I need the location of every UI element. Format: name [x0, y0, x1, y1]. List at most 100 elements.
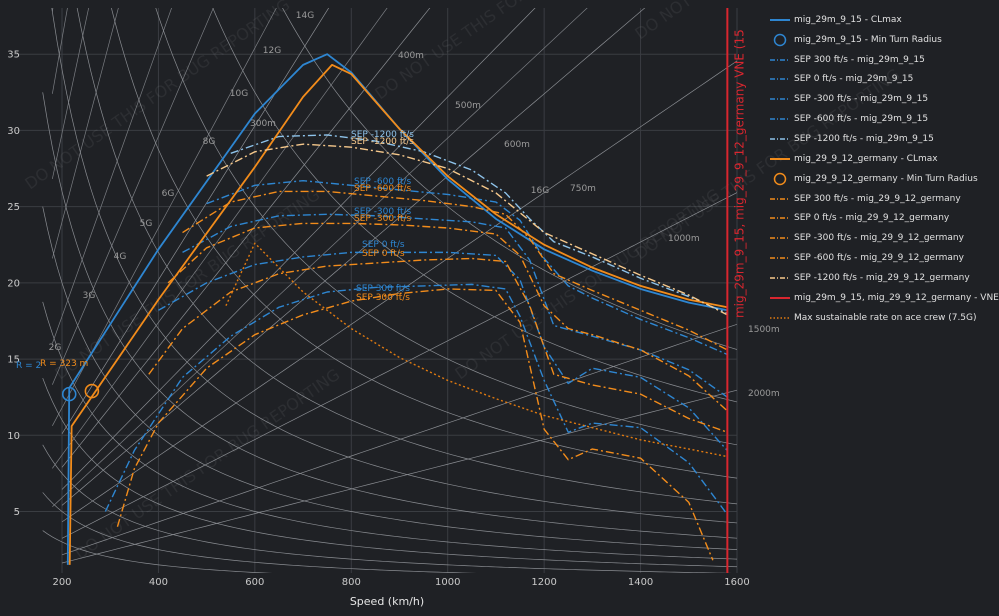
radius-ray: [61, 8, 330, 434]
legend-label: SEP 300 ft/s - mig_29m_9_15: [794, 54, 925, 65]
x-axis-title: Speed (km/h): [350, 595, 424, 608]
radius-label: 1000m: [668, 234, 700, 244]
legend-symbol: [770, 157, 790, 160]
y-tick-label: 15: [7, 355, 20, 366]
radius-curve: [42, 444, 733, 573]
sep-label: SEP -600 ft/s: [354, 184, 412, 194]
legend-label: Max sustainable rate on ace crew (7.5G): [794, 312, 977, 323]
radius-label: 750m: [570, 184, 596, 194]
legend-label: SEP 0 ft/s - mig_29m_9_15: [794, 74, 914, 85]
g-label: 16G: [531, 186, 549, 196]
series-line: [182, 190, 728, 351]
sep-label: SEP -1200 ft/s: [351, 130, 414, 140]
radius-curve: [212, 8, 737, 403]
legend-item[interactable]: SEP 0 ft/s - mig_29m_9_15: [768, 70, 996, 90]
legend-label: mig_29m_9_15 - CLmax: [794, 14, 902, 25]
legend-label: SEP 300 ft/s - mig_29_9_12_germany: [794, 193, 961, 204]
g-ray: [52, 8, 277, 426]
g-ray: [52, 8, 214, 385]
g-label: 14G: [296, 11, 314, 21]
series-line: [104, 283, 728, 515]
radius-curve: [42, 92, 737, 539]
legend-symbol: [770, 257, 790, 259]
legend-symbol: [770, 277, 790, 279]
sep-label: SEP -300 ft/s: [354, 207, 412, 217]
legend-item[interactable]: Max sustainable rate on ace crew (7.5G): [768, 308, 996, 328]
legend-symbol: [770, 296, 790, 299]
min-turn-radius-marker: [84, 383, 100, 399]
legend-item[interactable]: mig_29m_9_15 - CLmax: [768, 10, 996, 30]
legend-item[interactable]: SEP -1200 ft/s - mig_29m_9_15: [768, 129, 996, 149]
legend-item[interactable]: SEP 300 ft/s - mig_29m_9_15: [768, 50, 996, 70]
legend-symbol: [770, 237, 790, 239]
legend-item[interactable]: mig_29_9_12_germany - CLmax: [768, 149, 996, 169]
legend-item[interactable]: mig_29_9_12_germany - Min Turn Radius: [768, 169, 996, 189]
legend-label: SEP -600 ft/s - mig_29_9_12_germany: [794, 253, 964, 264]
legend-label: SEP -300 ft/s - mig_29_9_12_germany: [794, 233, 964, 244]
legend-label: SEP -600 ft/s - mig_29m_9_15: [794, 114, 929, 125]
legend-item[interactable]: SEP 300 ft/s - mig_29_9_12_germany: [768, 189, 996, 209]
g-ray: [52, 8, 388, 469]
legend-label: mig_29_9_12_germany - CLmax: [794, 153, 938, 164]
legend[interactable]: mig_29m_9_15 - CLmax mig_29m_9_15 - Min T…: [768, 10, 999, 328]
legend-symbol: [770, 18, 790, 21]
y-tick-label: 10: [7, 431, 20, 442]
g-label: 2G: [49, 343, 62, 353]
legend-item[interactable]: SEP -300 ft/s - mig_29_9_12_germany: [768, 228, 996, 248]
g-ray: [52, 8, 172, 344]
radius-curve: [42, 492, 478, 573]
radius-ray: [61, 323, 737, 556]
g-label: 10G: [230, 89, 248, 99]
legend-item[interactable]: mig_29m_9_15 - Min Turn Radius: [768, 30, 996, 50]
sep-label: SEP 0 ft/s: [362, 249, 405, 259]
x-tick-label: 400: [149, 577, 168, 588]
legend-item[interactable]: SEP 0 ft/s - mig_29_9_12_germany: [768, 208, 996, 228]
legend-symbol: [770, 197, 790, 200]
series-layer: [61, 53, 728, 565]
series-line: [230, 134, 728, 314]
radius-curve: [42, 206, 737, 550]
watermark-text: DO NOT USE THIS FOR BUG REPORTING: [71, 365, 343, 563]
radius-curve: [282, 8, 737, 350]
series-line: [158, 251, 728, 451]
sep-label: SEP -1200 ft/s: [351, 137, 414, 147]
radius-ray: [61, 8, 431, 468]
vne-label: mig_29m_9_15, mig_29_9_12_germany VNE (1…: [732, 29, 746, 318]
radius-ray: [61, 192, 737, 539]
g-label: 5G: [140, 219, 153, 229]
axis-ticks: 200 400 600 800 1000 1200 1400 1600 5 10 15 20 25 30 3…: [7, 50, 749, 588]
sep-label: SEP 300 ft/s: [356, 293, 410, 303]
legend-label: mig_29_9_12_germany - Min Turn Radius: [794, 173, 978, 184]
legend-symbol: [773, 33, 787, 47]
radius-curve: [42, 530, 273, 573]
legend-item[interactable]: SEP -300 ft/s - mig_29m_9_15: [768, 89, 996, 109]
radius-ray: [61, 389, 737, 564]
legend-item[interactable]: SEP -600 ft/s - mig_29m_9_15: [768, 109, 996, 129]
g-label: 3G: [83, 291, 96, 301]
series-line: [116, 288, 714, 561]
series-line: [68, 63, 728, 565]
legend-label: mig_29m_9_15 - Min Turn Radius: [794, 34, 942, 45]
radius-annotation-orange: R = 323 m: [40, 359, 88, 369]
legend-label: SEP 0 ft/s - mig_29_9_12_germany: [794, 213, 950, 224]
radius-curve: [111, 8, 737, 479]
legend-symbol: [770, 118, 790, 120]
legend-label: mig_29m_9_15, mig_29_9_12_germany - VNE: [794, 292, 999, 303]
sep-label: SEP -300 ft/s: [354, 214, 412, 224]
legend-symbol: [770, 58, 790, 61]
legend-symbol: [770, 217, 790, 220]
y-tick-label: 35: [7, 50, 20, 61]
g-label: 4G: [114, 252, 127, 262]
radius-curve: [76, 8, 737, 505]
radius-curve: [42, 377, 737, 568]
sep-label: SEP 300 ft/s: [356, 284, 410, 294]
legend-item[interactable]: SEP -600 ft/s - mig_29_9_12_germany: [768, 248, 996, 268]
legend-symbol: [770, 98, 790, 101]
sep-label: SEP -600 ft/s: [354, 177, 412, 187]
legend-item[interactable]: mig_29m_9_15, mig_29_9_12_germany - VNE: [768, 288, 999, 308]
legend-label: SEP -1200 ft/s - mig_29m_9_15: [794, 133, 934, 144]
legend-item[interactable]: SEP -1200 ft/s - mig_29_9_12_germany: [768, 268, 996, 288]
radius-label: 2000m: [748, 389, 780, 399]
legend-symbol: [770, 78, 790, 81]
series-line: [225, 242, 728, 458]
